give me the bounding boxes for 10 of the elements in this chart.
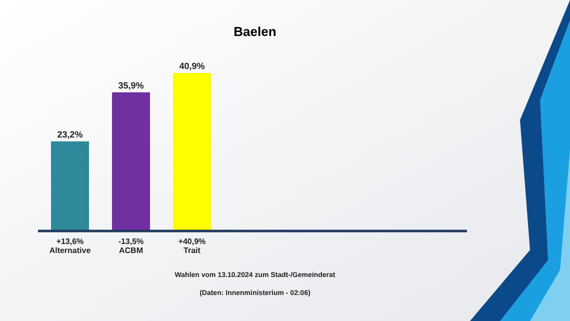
data-label: 40,9% [179, 61, 205, 71]
text: +40,9% [178, 237, 206, 246]
x-tick-label: Alternative [49, 246, 92, 255]
data-label: 23,2% [57, 129, 83, 140]
data-label: 35,9% [118, 80, 144, 90]
text: -13,5% [118, 237, 144, 246]
x-tick-label: Trait [184, 246, 201, 255]
text: Baelen [234, 24, 276, 39]
text: +13,6% [56, 237, 84, 246]
x-tick-label: ACBM [119, 246, 144, 255]
